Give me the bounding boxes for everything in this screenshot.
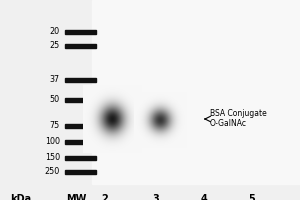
Bar xyxy=(64,78,96,82)
Text: BSA Conjugate: BSA Conjugate xyxy=(210,108,267,117)
Text: 20: 20 xyxy=(50,27,60,36)
Bar xyxy=(64,124,96,128)
Bar xyxy=(64,30,96,34)
Text: 50: 50 xyxy=(50,96,60,104)
Text: 25: 25 xyxy=(50,42,60,50)
Bar xyxy=(92,0,300,184)
Text: 2: 2 xyxy=(102,194,108,200)
Text: kDa: kDa xyxy=(11,194,32,200)
Text: MW: MW xyxy=(66,194,87,200)
Text: 5: 5 xyxy=(249,194,255,200)
Text: 37: 37 xyxy=(50,75,60,84)
Text: 100: 100 xyxy=(45,138,60,146)
Text: O-GalNAc: O-GalNAc xyxy=(210,118,247,128)
Bar xyxy=(64,170,96,174)
Text: 3: 3 xyxy=(153,194,159,200)
Text: 4: 4 xyxy=(201,194,207,200)
Text: 75: 75 xyxy=(50,121,60,130)
Bar xyxy=(64,98,96,102)
Text: 150: 150 xyxy=(45,154,60,162)
Bar xyxy=(64,156,96,160)
Text: 250: 250 xyxy=(45,168,60,176)
Bar xyxy=(64,44,96,48)
Bar xyxy=(64,140,96,144)
